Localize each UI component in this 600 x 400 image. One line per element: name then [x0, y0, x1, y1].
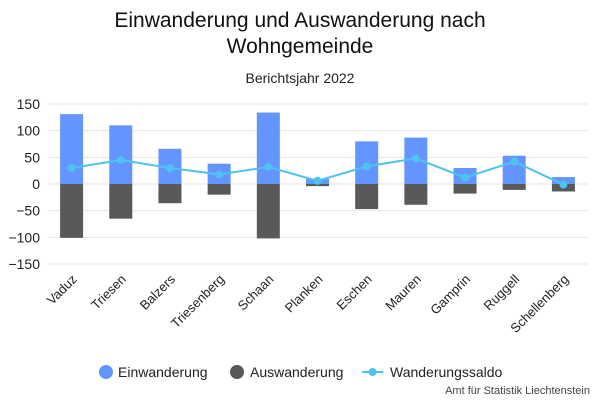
x-tick-label-eschen: Eschen: [334, 272, 375, 313]
y-tick-label--150: −150: [8, 256, 40, 272]
bar-auswanderung-triesenberg[interactable]: [207, 184, 231, 195]
bar-auswanderung-gamprin[interactable]: [453, 184, 477, 194]
x-tick-label-ruggell: Ruggell: [481, 271, 523, 313]
point-wanderungssaldo-triesenberg[interactable]: [215, 170, 224, 179]
bar-auswanderung-vaduz[interactable]: [60, 184, 84, 238]
grid-lines: [47, 103, 588, 265]
y-tick-label-0: 0: [32, 176, 40, 192]
legend-item-einwanderung[interactable]: Einwanderung: [99, 364, 208, 380]
bar-auswanderung-mauren[interactable]: [404, 184, 428, 205]
x-tick-label-triesen: Triesen: [88, 272, 129, 313]
y-tick-label--50: −50: [16, 203, 40, 219]
legend-marker-wanderungssaldo: [368, 368, 377, 376]
point-wanderungssaldo-planken[interactable]: [313, 176, 322, 185]
bar-auswanderung-triesen[interactable]: [109, 184, 133, 219]
x-tick-label-gamprin: Gamprin: [427, 272, 473, 318]
bar-auswanderung-ruggell[interactable]: [502, 184, 526, 190]
point-wanderungssaldo-schaan[interactable]: [264, 162, 273, 171]
y-tick-label-100: 100: [17, 123, 41, 139]
x-tick-label-balzers: Balzers: [137, 271, 179, 313]
bar-einwanderung-vaduz[interactable]: [60, 114, 84, 184]
x-tick-label-mauren: Mauren: [382, 272, 424, 314]
bar-auswanderung-balzers[interactable]: [158, 184, 182, 204]
y-axis: −150 −100 −50 0 50 100 150: [8, 96, 40, 272]
chart-subtitle: Berichtsjahr 2022: [246, 70, 355, 86]
legend-marker-einwanderung: [99, 365, 113, 379]
point-wanderungssaldo-vaduz[interactable]: [67, 164, 76, 172]
saldo-line: [67, 154, 568, 189]
chart-title-line-2: Wohngemeinde: [227, 35, 374, 58]
x-tick-label-schaan: Schaan: [235, 272, 277, 314]
bar-einwanderung-triesen[interactable]: [109, 125, 133, 184]
credit-text: Amt für Statistik Liechtenstein: [445, 385, 590, 397]
legend-item-wanderungssaldo[interactable]: Wanderungssaldo: [362, 364, 503, 380]
legend-label-einwanderung: Einwanderung: [118, 364, 208, 380]
y-tick-label-50: 50: [24, 149, 40, 165]
legend-label-auswanderung: Auswanderung: [250, 364, 343, 380]
chart-title-line-1: Einwanderung und Auswanderung nach: [114, 9, 485, 32]
x-tick-label-triesenberg: Triesenberg: [168, 272, 227, 331]
point-wanderungssaldo-ruggell[interactable]: [510, 157, 519, 166]
legend-item-auswanderung[interactable]: Auswanderung: [230, 364, 343, 380]
legend-marker-auswanderung: [230, 365, 244, 379]
point-wanderungssaldo-triesen[interactable]: [116, 156, 125, 164]
bar-auswanderung-planken[interactable]: [306, 184, 329, 187]
y-tick-label-150: 150: [17, 96, 41, 112]
legend: Einwanderung Auswanderung Wanderungssald…: [99, 364, 503, 380]
point-wanderungssaldo-gamprin[interactable]: [461, 173, 470, 182]
bar-einwanderung-schellenberg[interactable]: [551, 177, 575, 184]
bar-einwanderung-schaan[interactable]: [256, 112, 280, 184]
point-wanderungssaldo-mauren[interactable]: [411, 154, 420, 163]
legend-label-wanderungssaldo: Wanderungssaldo: [390, 364, 503, 380]
point-wanderungssaldo-schellenberg[interactable]: [559, 180, 568, 189]
x-tick-label-planken: Planken: [282, 272, 326, 316]
y-tick-label--100: −100: [8, 229, 40, 245]
bar-auswanderung-eschen[interactable]: [355, 184, 379, 210]
bar-auswanderung-schaan[interactable]: [256, 184, 280, 239]
point-wanderungssaldo-eschen[interactable]: [362, 162, 371, 171]
point-wanderungssaldo-balzers[interactable]: [165, 164, 174, 172]
x-tick-label-vaduz: Vaduz: [44, 272, 80, 308]
bars: [60, 112, 575, 239]
